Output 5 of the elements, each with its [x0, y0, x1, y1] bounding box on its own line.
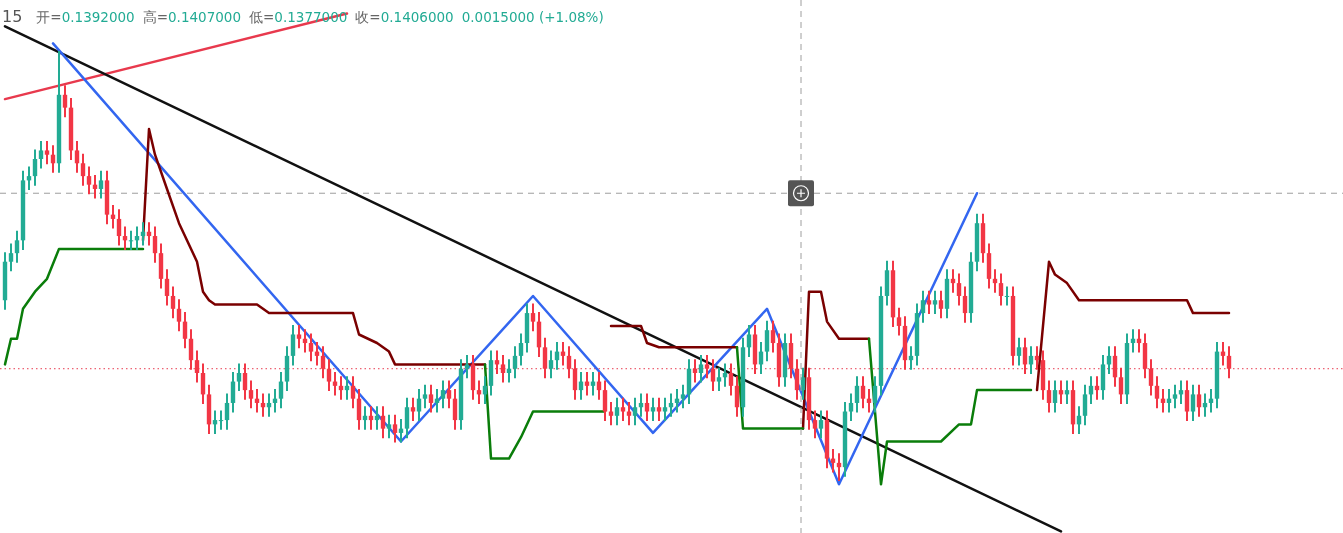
- annotation: 0.0015000 (+1.08%): [461, 9, 604, 25]
- annotation: 高=0.1407000: [142, 9, 241, 25]
- annotation: 收=0.1406000: [355, 9, 454, 25]
- annotation: 开=0.1392000: [36, 9, 135, 25]
- title: 15: [2, 7, 23, 26]
